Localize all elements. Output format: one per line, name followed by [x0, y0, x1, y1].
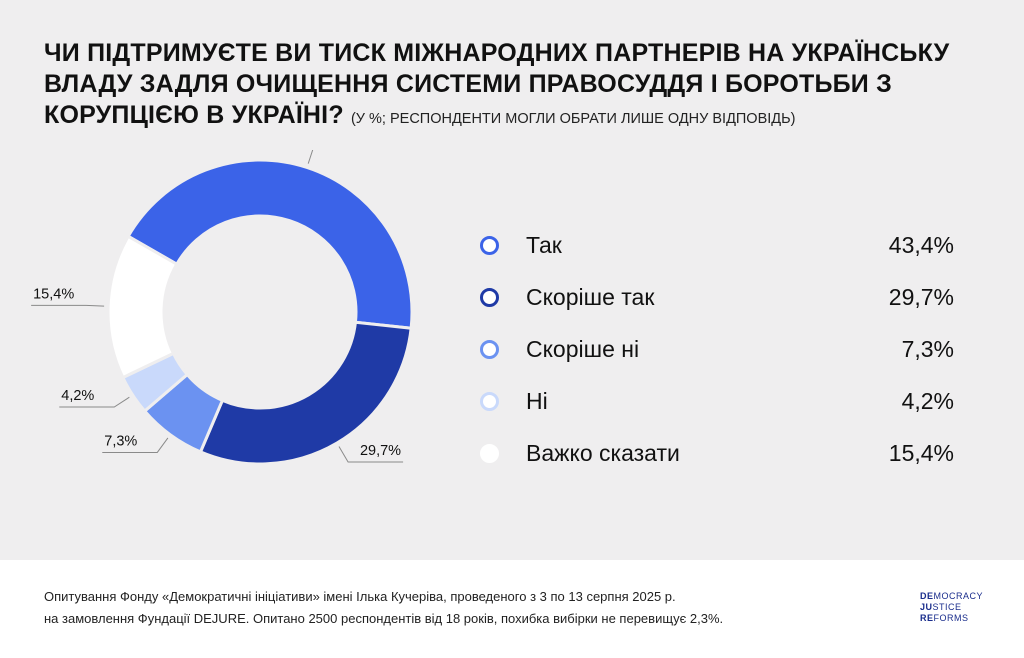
- legend-label: Скоріше ні: [526, 335, 640, 362]
- leader-line-важко-сказати: [31, 304, 105, 307]
- data-label-скоріше-ні: 7,3%: [104, 433, 137, 449]
- legend-marker-icon: [480, 391, 499, 411]
- legend-value: 43,4%: [888, 231, 954, 258]
- logo-re: RE: [920, 613, 934, 623]
- legend-label: Ні: [526, 387, 548, 414]
- legend-item-так: Так 43,4%: [478, 219, 958, 271]
- legend-item-ні: Ні 4,2%: [478, 375, 958, 427]
- legend-marker-icon: [480, 235, 499, 255]
- legend-item-скоріше-так: Скоріше так 29,7%: [478, 271, 958, 323]
- legend-marker-icon: [480, 287, 499, 307]
- footer-note: Опитування Фонду «Демократичні ініціатив…: [44, 586, 844, 630]
- slice-важко-сказати: [106, 234, 179, 380]
- logo-de: DE: [920, 591, 934, 601]
- logo-ju: JU: [920, 602, 933, 612]
- data-label-ні: 4,2%: [61, 388, 94, 404]
- logo-forms: FORMS: [933, 613, 969, 623]
- title-main: ЧИ ПІДТРИМУЄТЕ ВИ ТИСК МІЖНАРОДНИХ ПАРТН…: [44, 39, 950, 129]
- chart-title: ЧИ ПІДТРИМУЄТЕ ВИ ТИСК МІЖНАРОДНИХ ПАРТН…: [44, 38, 1004, 135]
- legend-value: 7,3%: [901, 335, 954, 362]
- logo-stice: STICE: [932, 602, 962, 612]
- legend-value: 4,2%: [901, 387, 954, 414]
- footer-line-1: Опитування Фонду «Демократичні ініціатив…: [44, 589, 676, 604]
- data-label-скоріше-так: 29,7%: [360, 443, 401, 459]
- legend-value: 29,7%: [888, 283, 954, 310]
- djr-logo: DEMOCRACY JUSTICE REFORMS: [920, 591, 983, 624]
- leader-line-скоріше-так: [338, 446, 404, 463]
- logo-mocracy: MOCRACY: [933, 591, 984, 601]
- legend-item-скоріше-ні: Скоріше ні 7,3%: [478, 323, 958, 375]
- legend-marker-icon: [480, 339, 499, 359]
- legend-label: Так: [526, 231, 562, 258]
- footer: Опитування Фонду «Демократичні ініціатив…: [0, 560, 1024, 658]
- leader-line-ні: [59, 396, 130, 408]
- legend-value: 15,4%: [888, 439, 954, 466]
- leader-line-так: [307, 150, 314, 164]
- slice-так: [126, 158, 414, 330]
- legend-label: Важко сказати: [526, 439, 680, 466]
- chart-legend: Так 43,4% Скоріше так 29,7% Скоріше ні 7,3% Ні…: [478, 219, 958, 479]
- footer-line-2: на замовлення Фундації DEJURE. Опитано 2…: [44, 611, 724, 626]
- donut-chart: 43,4%29,7%7,3%4,2%15,4%: [31, 150, 414, 466]
- data-label-важко-сказати: 15,4%: [33, 286, 74, 302]
- slice-скоріше-так: [198, 320, 413, 466]
- legend-label: Скоріше так: [526, 283, 655, 310]
- legend-item-важко-сказати: Важко сказати 15,4%: [478, 427, 958, 479]
- leader-line-скоріше-ні: [102, 437, 169, 453]
- legend-marker-icon: [480, 443, 499, 463]
- title-subtitle: (У %; РЕСПОНДЕНТИ МОГЛИ ОБРАТИ ЛИШЕ ОДНУ…: [350, 111, 796, 127]
